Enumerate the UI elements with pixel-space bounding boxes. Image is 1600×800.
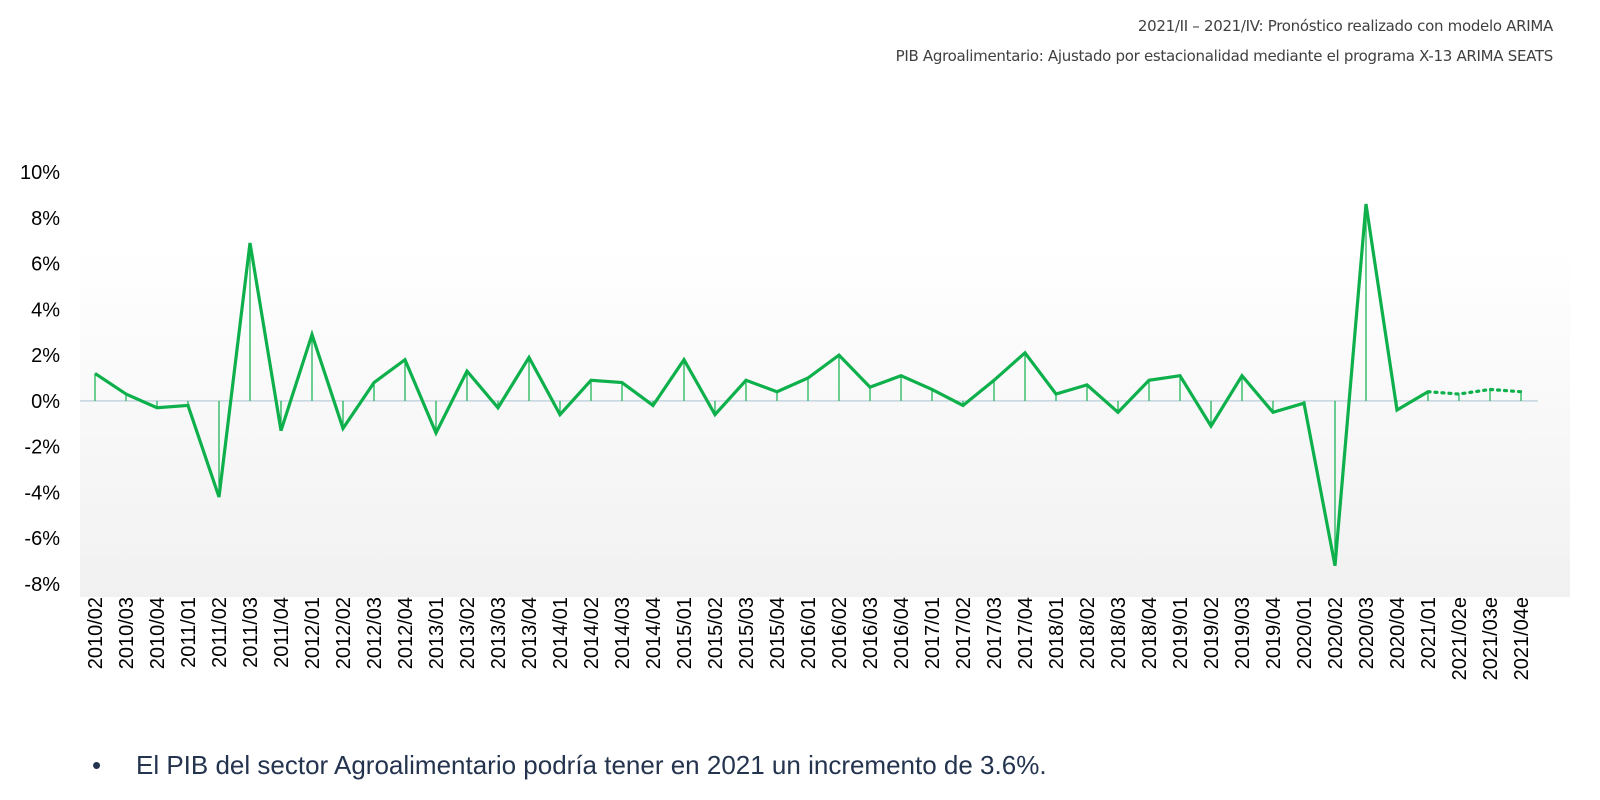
x-tick-label: 2011/04 — [271, 597, 293, 668]
x-tick-label: 2017/01 — [922, 597, 944, 669]
x-tick-label: 2015/04 — [767, 597, 789, 669]
x-axis-ticks: 2010/02 2010/03 2010/04 2011/01 2011/02 2011/… — [85, 597, 1533, 680]
x-tick-label: 2017/02 — [953, 597, 975, 669]
plot-area-background — [80, 245, 1570, 597]
x-tick-label: 2010/02 — [85, 597, 107, 669]
y-tick-label: -6% — [24, 528, 60, 550]
y-tick-label: 10% — [20, 162, 60, 184]
x-tick-label: 2014/04 — [643, 597, 665, 669]
x-tick-label: 2021/02e — [1449, 597, 1471, 680]
x-tick-label: 2020/02 — [1325, 597, 1347, 669]
summary-text: El PIB del sector Agroalimentario podría… — [136, 750, 1047, 780]
drop-lines — [94, 204, 1522, 566]
x-tick-label: 2019/01 — [1170, 597, 1192, 669]
x-tick-label: 2015/02 — [705, 597, 727, 669]
x-tick-label: 2013/02 — [457, 597, 479, 669]
x-tick-label: 2013/04 — [519, 597, 541, 669]
x-tick-label: 2012/04 — [395, 597, 417, 669]
x-tick-label: 2021/03e — [1480, 597, 1502, 680]
series-lines — [94, 203, 1523, 566]
x-tick-label: 2014/03 — [612, 597, 634, 669]
y-tick-label: 6% — [31, 254, 60, 276]
x-tick-label: 2021/01 — [1418, 597, 1440, 669]
x-tick-label: 2018/04 — [1139, 597, 1161, 669]
x-tick-label: 2014/02 — [581, 597, 603, 669]
x-tick-label: 2018/01 — [1046, 597, 1068, 669]
x-tick-label: 2011/01 — [178, 597, 200, 668]
seasonal-adjustment-note: PIB Agroalimentario: Ajustado por estaci… — [895, 47, 1554, 65]
x-tick-label: 2012/01 — [302, 597, 324, 669]
x-tick-label: 2017/03 — [984, 597, 1006, 669]
x-tick-label: 2011/02 — [209, 597, 231, 668]
x-tick-label: 2016/01 — [798, 597, 820, 669]
x-tick-label: 2011/03 — [240, 597, 262, 668]
x-tick-label: 2018/02 — [1077, 597, 1099, 669]
x-tick-label: 2019/04 — [1263, 597, 1285, 669]
x-tick-label: 2020/01 — [1294, 597, 1316, 669]
x-tick-label: 2015/01 — [674, 597, 696, 669]
x-tick-label: 2019/03 — [1232, 597, 1254, 669]
x-tick-label: 2012/03 — [364, 597, 386, 669]
actual-series-line — [94, 203, 1429, 566]
x-tick-label: 2017/04 — [1015, 597, 1037, 669]
y-axis-ticks: 10% 8% 6% 4% 2% 0% -2% -4% -6% -8% — [20, 162, 60, 596]
x-tick-label: 2019/02 — [1201, 597, 1223, 669]
x-tick-label: 2012/02 — [333, 597, 355, 669]
summary-bullet: • El PIB del sector Agroalimentario podrí… — [92, 750, 1047, 781]
bullet-marker: • — [92, 750, 102, 780]
x-tick-label: 2010/04 — [147, 597, 169, 669]
x-tick-label: 2020/03 — [1356, 597, 1378, 669]
y-tick-label: -8% — [24, 574, 60, 596]
x-tick-label: 2014/01 — [550, 597, 572, 669]
x-tick-label: 2016/02 — [829, 597, 851, 669]
forecast-note: 2021/II – 2021/IV: Pronóstico realizado … — [1137, 17, 1553, 35]
x-tick-label: 2015/03 — [736, 597, 758, 669]
x-tick-label: 2010/03 — [116, 597, 138, 669]
y-tick-label: 4% — [31, 299, 60, 321]
y-tick-label: 2% — [31, 345, 60, 367]
x-tick-label: 2013/01 — [426, 597, 448, 669]
y-tick-label: -4% — [24, 482, 60, 504]
x-tick-label: 2021/04e — [1511, 597, 1533, 680]
y-tick-label: 8% — [31, 208, 60, 230]
x-tick-label: 2016/03 — [860, 597, 882, 669]
x-tick-label: 2016/04 — [891, 597, 913, 669]
gdp-growth-chart: 10% 8% 6% 4% 2% 0% -2% -4% -6% -8% 2010/02 2010/03… — [20, 162, 1570, 680]
forecast-series-line — [1426, 387, 1523, 396]
y-tick-label: -2% — [24, 437, 60, 459]
x-tick-label: 2013/03 — [488, 597, 510, 669]
x-tick-label: 2018/03 — [1108, 597, 1130, 669]
y-tick-label: 0% — [31, 391, 60, 413]
x-tick-label: 2020/04 — [1387, 597, 1409, 669]
